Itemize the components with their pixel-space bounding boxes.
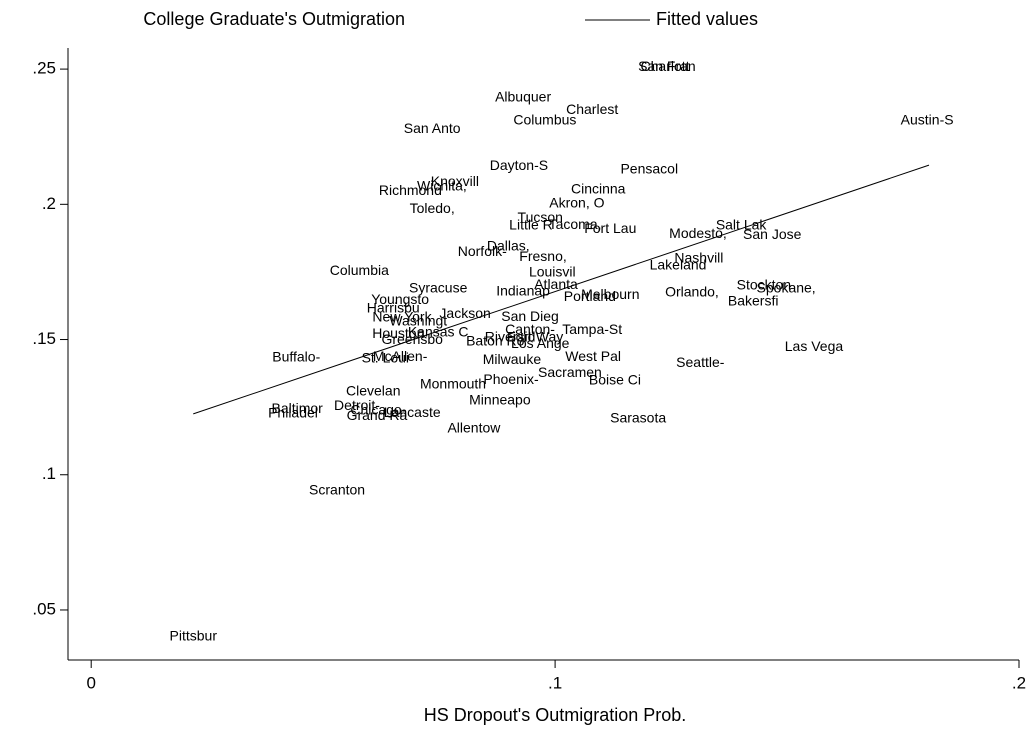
point-label: Minneapo xyxy=(469,392,531,408)
point-label: Fresno, xyxy=(519,248,566,264)
point-label: Albuquer xyxy=(495,89,551,105)
point-label: Boise Ci xyxy=(589,372,641,388)
point-label: Portland xyxy=(564,288,616,304)
y-tick-label: .25 xyxy=(32,59,56,78)
point-label: Indianap xyxy=(496,283,550,299)
point-label: Knoxvill xyxy=(431,173,479,189)
point-label: Milwauke xyxy=(483,351,542,367)
point-label: San Dieg xyxy=(501,308,559,324)
fitted-line xyxy=(193,164,930,415)
point-label: Orlando, xyxy=(665,284,719,300)
point-label: Fort Lau xyxy=(584,220,636,236)
point-label: Buffalo- xyxy=(272,349,320,365)
point-label: Tucson xyxy=(518,209,563,225)
x-tick-label: 0 xyxy=(86,673,95,692)
point-label: San Anto xyxy=(404,120,461,136)
point-label: Wichita, xyxy=(417,178,467,194)
point-label: Harrisbu xyxy=(367,300,420,316)
point-label: Pittsbur xyxy=(170,628,218,644)
point-label: Riversid xyxy=(485,329,536,345)
point-label: Richmond xyxy=(379,182,442,198)
point-label: Las Vega xyxy=(785,338,844,354)
point-label: Columbia xyxy=(330,262,389,278)
point-label: Stockton xyxy=(737,277,791,293)
point-label: Akron, O xyxy=(549,195,604,211)
point-label: Chicago- xyxy=(350,402,406,418)
x-axis-label: HS Dropout's Outmigration Prob. xyxy=(424,705,687,725)
point-label: Bakersfi xyxy=(728,293,779,309)
point-label: Toledo, xyxy=(410,200,455,216)
point-label: Austin-S xyxy=(901,112,954,128)
x-tick-label: .1 xyxy=(548,673,562,692)
point-label: Lakeland xyxy=(650,257,707,273)
point-label: Salt Lak xyxy=(716,217,768,233)
point-label: Charlest xyxy=(566,101,618,117)
x-tick-label: .2 xyxy=(1012,673,1026,692)
point-label: Louisvil xyxy=(529,264,576,280)
legend-label: Fitted values xyxy=(656,9,758,29)
point-label: Tampa-St xyxy=(562,321,622,337)
point-label: Detroit- xyxy=(334,397,380,413)
point-label: Scranton xyxy=(309,482,365,498)
point-label: Baton Ro xyxy=(466,333,525,349)
y-tick-label: .15 xyxy=(32,329,56,348)
point-label: McAllen- xyxy=(373,348,428,364)
point-label: Norfolk- xyxy=(458,243,507,259)
y-tick-label: .05 xyxy=(32,599,56,618)
point-label: Grand Ra xyxy=(347,407,408,423)
point-label: Canton- xyxy=(505,321,555,337)
point-label: Houston xyxy=(372,325,424,341)
point-label: Syracuse xyxy=(409,280,468,296)
point-label: Cincinna xyxy=(571,181,626,197)
point-label: Fort Way xyxy=(507,329,563,345)
point-label: Clevelan xyxy=(346,383,400,399)
point-label: West Pal xyxy=(565,348,621,364)
point-label: Seattle- xyxy=(676,354,725,370)
legend-label: College Graduate's Outmigration xyxy=(143,9,405,29)
point-label: Philadel xyxy=(268,405,318,421)
point-label: Baltimor xyxy=(271,400,323,416)
point-label: Sacramen xyxy=(538,364,602,380)
point-label: San Fran xyxy=(638,58,696,74)
point-label: Washingt xyxy=(389,313,447,329)
point-label: Youngsto xyxy=(371,291,429,307)
point-label: Allentow xyxy=(447,420,501,436)
point-label: Melbourn xyxy=(581,286,639,302)
point-label: Monmouth xyxy=(420,376,486,392)
y-tick-label: .1 xyxy=(42,464,56,483)
point-label: Los Ange xyxy=(511,335,570,351)
point-label: Tacoma, xyxy=(549,216,602,232)
point-label: Dayton-S xyxy=(490,157,548,173)
point-label: Columbus xyxy=(513,112,576,128)
point-label: Dallas, xyxy=(487,238,530,254)
point-label: Lancaste xyxy=(384,404,441,420)
point-label: Spokane, xyxy=(757,280,816,296)
point-label: Little R xyxy=(509,217,553,233)
point-label: Nashvill xyxy=(674,250,723,266)
y-tick-label: .2 xyxy=(42,194,56,213)
point-label: Phoenix- xyxy=(483,371,539,387)
point-label: Sarasota xyxy=(610,410,666,426)
point-label: St. Loui xyxy=(362,350,409,366)
point-label: Jackson xyxy=(439,305,490,321)
point-label: New York xyxy=(372,309,432,325)
point-label: San Jose xyxy=(743,226,802,242)
point-label: Charlott xyxy=(641,58,690,74)
point-label: Pensacol xyxy=(620,161,678,177)
point-label: Modesto, xyxy=(669,225,727,241)
